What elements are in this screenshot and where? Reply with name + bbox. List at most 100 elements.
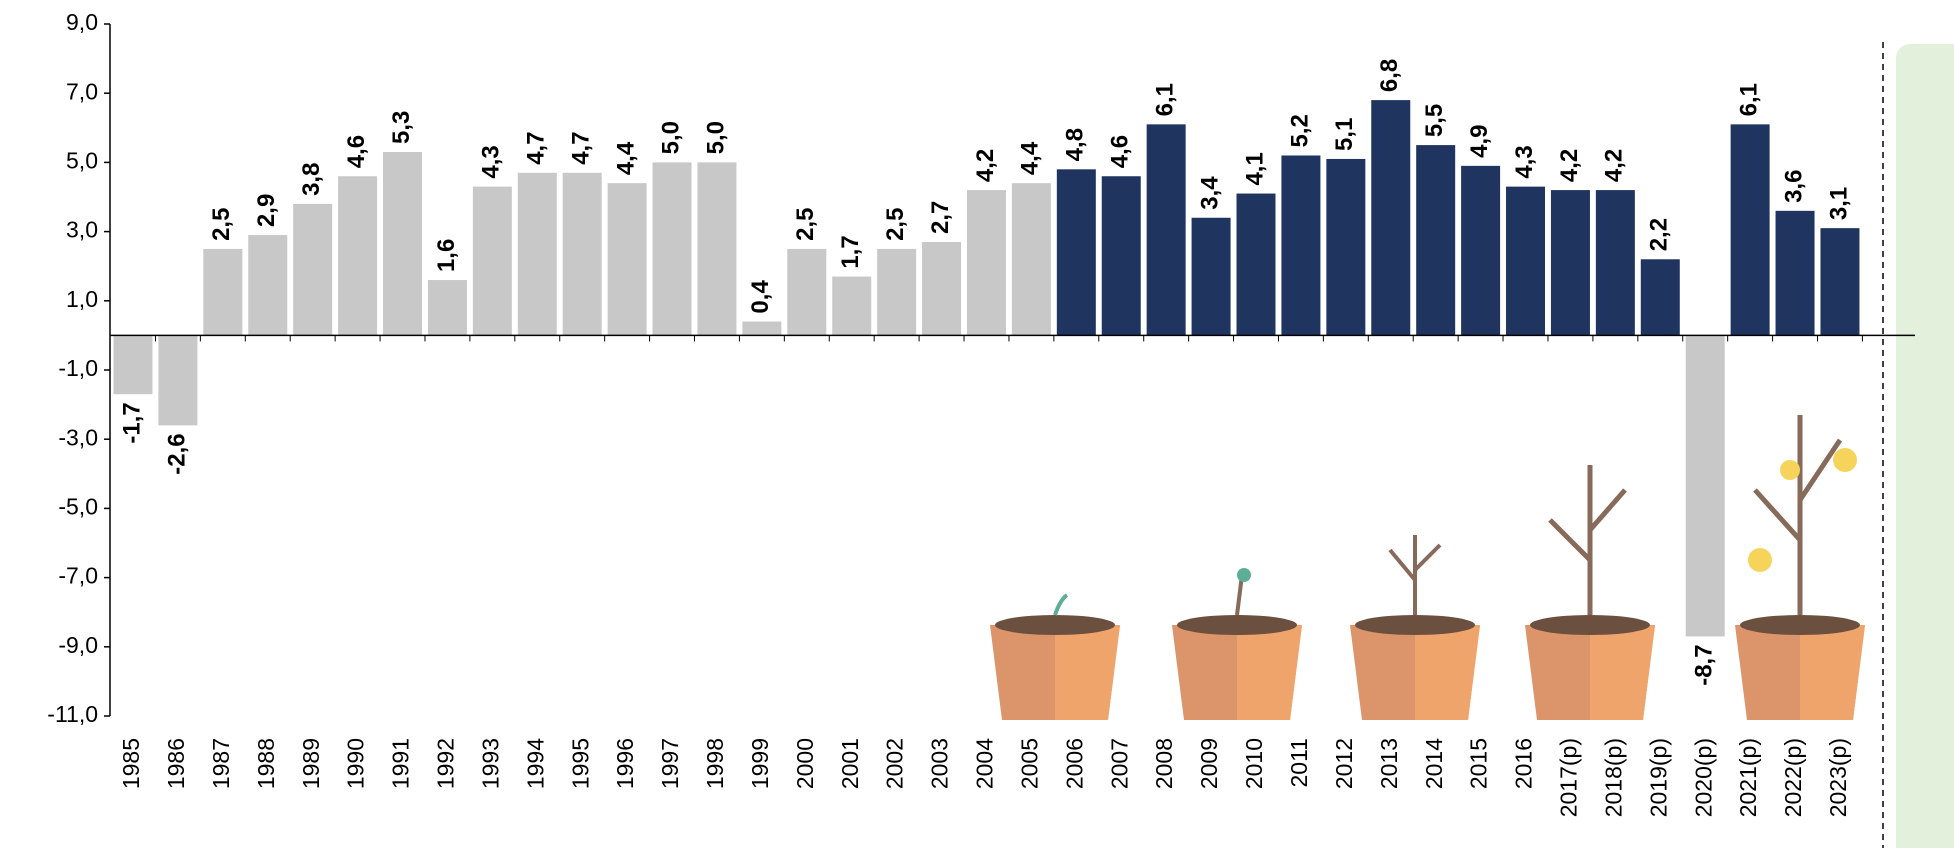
value-label: 6,1 bbox=[1735, 83, 1762, 116]
value-label: 4,7 bbox=[568, 131, 595, 164]
bar bbox=[1775, 210, 1815, 336]
value-label: 5,1 bbox=[1331, 118, 1358, 151]
forecast-panel bbox=[1896, 44, 1954, 848]
value-label: 4,3 bbox=[1511, 145, 1538, 178]
value-label: 2,5 bbox=[792, 208, 819, 241]
bar bbox=[1371, 100, 1411, 336]
bar bbox=[1730, 124, 1770, 336]
value-label: 2,2 bbox=[1646, 218, 1673, 251]
value-label: 1,7 bbox=[837, 235, 864, 268]
bar bbox=[293, 203, 333, 336]
value-label: 4,1 bbox=[1241, 152, 1268, 185]
bar bbox=[1101, 176, 1141, 336]
x-tick-label: 2021(p) bbox=[1735, 738, 1761, 817]
x-tick-label: 2018(p) bbox=[1600, 738, 1626, 817]
bar bbox=[1685, 335, 1725, 637]
bar bbox=[1236, 193, 1276, 336]
x-tick-label: 2001 bbox=[837, 738, 863, 789]
bar bbox=[427, 280, 467, 336]
bar bbox=[1056, 169, 1096, 336]
bar bbox=[877, 248, 917, 336]
x-tick-label: 1997 bbox=[657, 738, 683, 789]
bar bbox=[1191, 217, 1231, 336]
value-label: 5,3 bbox=[388, 111, 415, 144]
x-tick-label: 2016 bbox=[1511, 738, 1537, 789]
bar bbox=[1595, 190, 1635, 336]
bar bbox=[787, 248, 827, 336]
value-label: 4,2 bbox=[1556, 149, 1583, 182]
x-tick-label: 2020(p) bbox=[1690, 738, 1716, 817]
bar bbox=[517, 172, 557, 336]
bar bbox=[562, 172, 602, 336]
value-label: 6,8 bbox=[1376, 59, 1403, 92]
bar bbox=[383, 152, 423, 336]
bar bbox=[607, 183, 647, 336]
x-tick-label: 2019(p) bbox=[1645, 738, 1671, 817]
y-tick-label: -3,0 bbox=[58, 424, 98, 450]
bar bbox=[832, 276, 872, 336]
x-tick-label: 1989 bbox=[298, 738, 324, 789]
x-tick-label: 2022(p) bbox=[1780, 738, 1806, 817]
x-tick-label: 1992 bbox=[433, 738, 459, 789]
x-tick-label: 2004 bbox=[972, 738, 998, 789]
value-label: 5,0 bbox=[657, 121, 684, 154]
y-tick-label: -9,0 bbox=[58, 632, 98, 658]
x-tick-label: 1995 bbox=[567, 738, 593, 789]
x-tick-label: 1988 bbox=[253, 738, 279, 789]
value-label: 2,5 bbox=[882, 208, 909, 241]
value-label: 4,8 bbox=[1062, 128, 1089, 161]
x-tick-label: 2017(p) bbox=[1556, 738, 1582, 817]
x-tick-label: 1985 bbox=[118, 738, 144, 789]
bar bbox=[652, 162, 692, 336]
x-tick-label: 1986 bbox=[163, 738, 189, 789]
bar bbox=[1820, 228, 1860, 336]
value-label: 4,4 bbox=[1017, 141, 1044, 175]
y-tick-label: 3,0 bbox=[66, 217, 98, 243]
bar bbox=[1461, 165, 1501, 336]
x-tick-label: 2002 bbox=[882, 738, 908, 789]
value-label: 3,1 bbox=[1825, 187, 1852, 220]
y-tick-label: 7,0 bbox=[66, 78, 98, 104]
value-label: 4,3 bbox=[478, 145, 505, 178]
value-label: 4,9 bbox=[1466, 124, 1493, 157]
x-tick-label: 1991 bbox=[388, 738, 414, 789]
bar bbox=[1146, 124, 1186, 336]
x-tick-label: 2015 bbox=[1466, 738, 1492, 789]
y-tick-label: -7,0 bbox=[58, 563, 98, 589]
value-label: 3,6 bbox=[1780, 169, 1807, 202]
bar bbox=[922, 241, 962, 336]
y-tick-label: 5,0 bbox=[66, 147, 98, 173]
x-tick-label: 2003 bbox=[927, 738, 953, 789]
value-label: 4,4 bbox=[612, 141, 639, 175]
x-tick-label: 1994 bbox=[522, 738, 548, 789]
y-tick-label: 1,0 bbox=[66, 286, 98, 312]
value-label: 0,4 bbox=[747, 280, 774, 314]
value-label: 4,7 bbox=[523, 131, 550, 164]
value-label: 3,4 bbox=[1196, 176, 1223, 210]
value-label: 5,5 bbox=[1421, 104, 1448, 137]
bar bbox=[472, 186, 512, 336]
value-label: 4,2 bbox=[1601, 149, 1628, 182]
x-tick-label: 1993 bbox=[477, 738, 503, 789]
bar bbox=[1011, 183, 1051, 336]
x-tick-label: 2005 bbox=[1016, 738, 1042, 789]
value-label: 6,1 bbox=[1152, 83, 1179, 116]
x-tick-label: 1987 bbox=[208, 738, 234, 789]
value-label: 1,6 bbox=[433, 239, 460, 272]
value-label: 4,6 bbox=[343, 135, 370, 168]
bar bbox=[1640, 259, 1680, 336]
bar bbox=[966, 190, 1006, 336]
x-tick-label: 1996 bbox=[612, 738, 638, 789]
bar bbox=[697, 162, 737, 336]
value-label: 2,5 bbox=[208, 208, 235, 241]
x-tick-label: 2013 bbox=[1376, 738, 1402, 789]
y-tick-label: -1,0 bbox=[58, 355, 98, 381]
bar bbox=[203, 248, 243, 336]
x-tick-label: 1998 bbox=[702, 738, 728, 789]
y-tick-label: 9,0 bbox=[66, 9, 98, 35]
pots bbox=[990, 415, 1865, 720]
x-tick-label: 2011 bbox=[1286, 738, 1312, 787]
y-tick-label: -5,0 bbox=[58, 493, 98, 519]
bar bbox=[1506, 186, 1546, 336]
